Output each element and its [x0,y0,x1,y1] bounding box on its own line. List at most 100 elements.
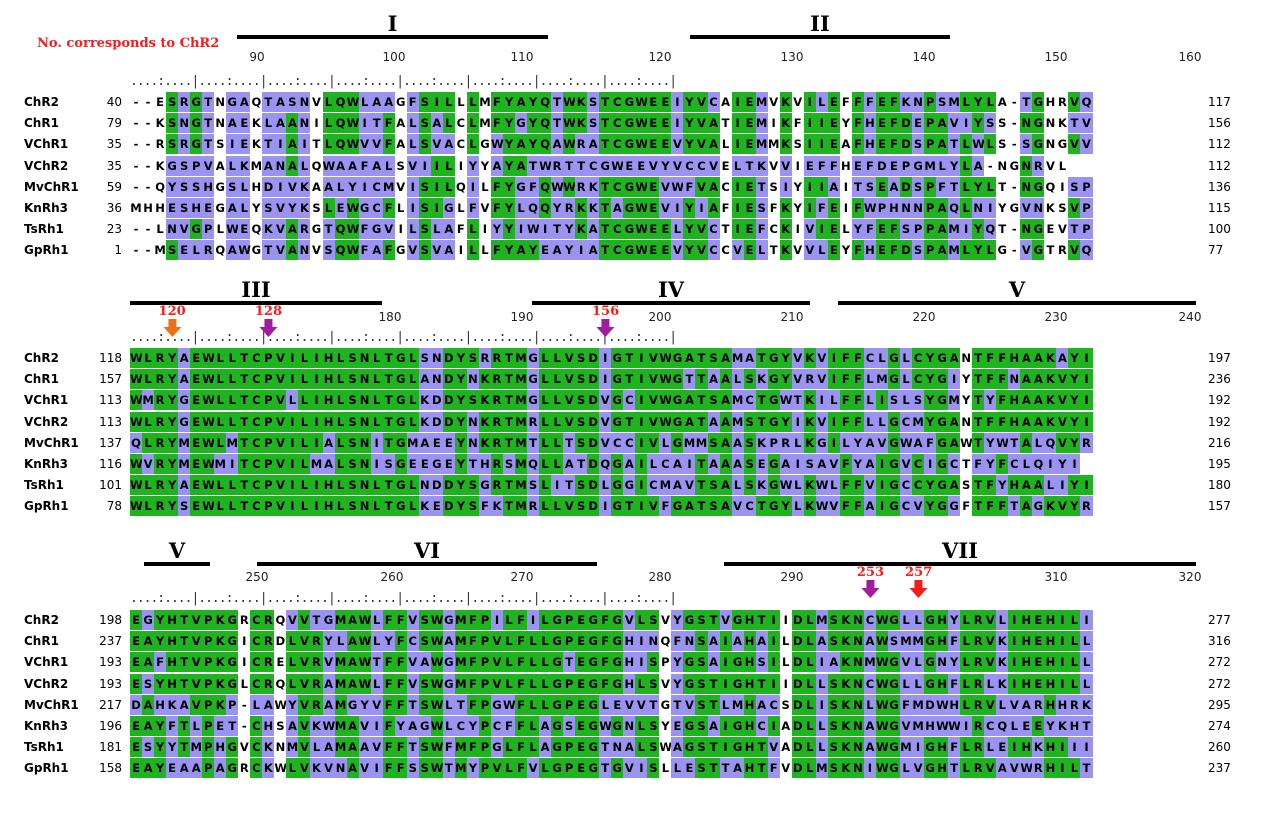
residue: E [238,219,251,240]
sequence-start-position: 217 [99,697,122,712]
residue: K [310,758,323,779]
residue: K [839,652,852,673]
residue: M [454,631,467,652]
residue: K [478,411,491,432]
position-tick-label: 230 [1044,310,1068,324]
residue-marker: 128 [255,304,282,337]
residue: I [599,369,612,390]
residue: L [214,390,227,411]
residue: P [262,432,275,453]
residue: S [827,610,840,630]
residue: A [719,432,732,453]
residue: G [948,496,961,517]
residue: T [755,737,768,758]
residue: G [311,222,322,237]
residue: M [382,176,395,197]
residue: W [430,610,443,630]
residue: S [418,219,431,240]
residue: I [358,176,371,197]
residue: G [924,758,937,779]
residue: T [502,496,515,517]
residue: W [635,240,648,261]
residue: K [214,652,227,673]
residue: S [827,737,840,758]
residue-marker-label: 253 [856,565,885,580]
residue: I [767,716,780,736]
residue: S [575,432,588,453]
residue: G [767,411,780,432]
residue: S [755,652,768,673]
residue: L [815,737,828,758]
residue: G [480,137,490,152]
residue: G [731,652,744,673]
residue: V [647,390,660,411]
residue: P [262,369,275,390]
residue: S [216,137,225,152]
residue: T [382,369,395,390]
residue: E [659,219,672,240]
residue: C [490,716,503,736]
residue: V [490,758,503,779]
residue: I [803,92,816,112]
residue: G [527,348,540,368]
sequence-end-position: 277 [1208,613,1231,627]
residue: L [551,411,564,432]
residue: L [960,631,973,652]
residue: L [960,176,973,197]
residue: T [502,432,515,453]
residue: K [478,390,491,411]
residue: G [442,610,455,630]
residue: S [587,92,600,112]
sequence-start-position: 181 [99,740,122,755]
residue: E [647,219,660,240]
residue: I [803,198,816,218]
residue: V [635,694,648,715]
residue: I [683,454,696,474]
residue: F [599,673,612,694]
arrow-head-icon [909,588,928,598]
residue: A [142,652,155,673]
residue: I [803,176,816,197]
residue: W [875,737,889,758]
residue: L [226,369,239,390]
residue: G [490,694,503,715]
residue: G [611,758,624,779]
residue: S [863,176,876,197]
residue: V [406,652,419,673]
residue: N [647,631,660,652]
residue: W [130,411,143,432]
residue: C [587,155,600,176]
residue: I [731,176,744,197]
residue: F [683,176,696,197]
residue: L [900,758,913,779]
residue: G [478,475,491,496]
residue: F [490,240,503,261]
residue: L [334,411,347,432]
residue: D [900,240,913,261]
residue: W [875,631,889,652]
residue: Y [382,631,395,652]
residue: S [1058,201,1067,215]
residue: I [815,694,828,715]
residue: S [418,631,431,652]
residue: L [827,390,840,411]
residue: R [972,737,985,758]
residue: - [145,158,151,173]
arrow-down-icon [914,580,923,588]
residue: L [1080,673,1093,694]
residue: T [226,716,239,736]
residue: C [863,673,876,694]
residue: S [647,673,660,694]
residue: Q [311,158,322,173]
residue: Y [166,348,179,368]
residue: W [815,496,828,517]
residue: V [274,496,287,517]
residue: H [154,694,167,715]
residue: G [731,610,744,630]
domain-bar [257,562,597,566]
residue: V [1045,158,1055,173]
residue: G [418,716,431,736]
residue-marker-label: 156 [592,304,620,319]
residue: G [395,243,406,258]
